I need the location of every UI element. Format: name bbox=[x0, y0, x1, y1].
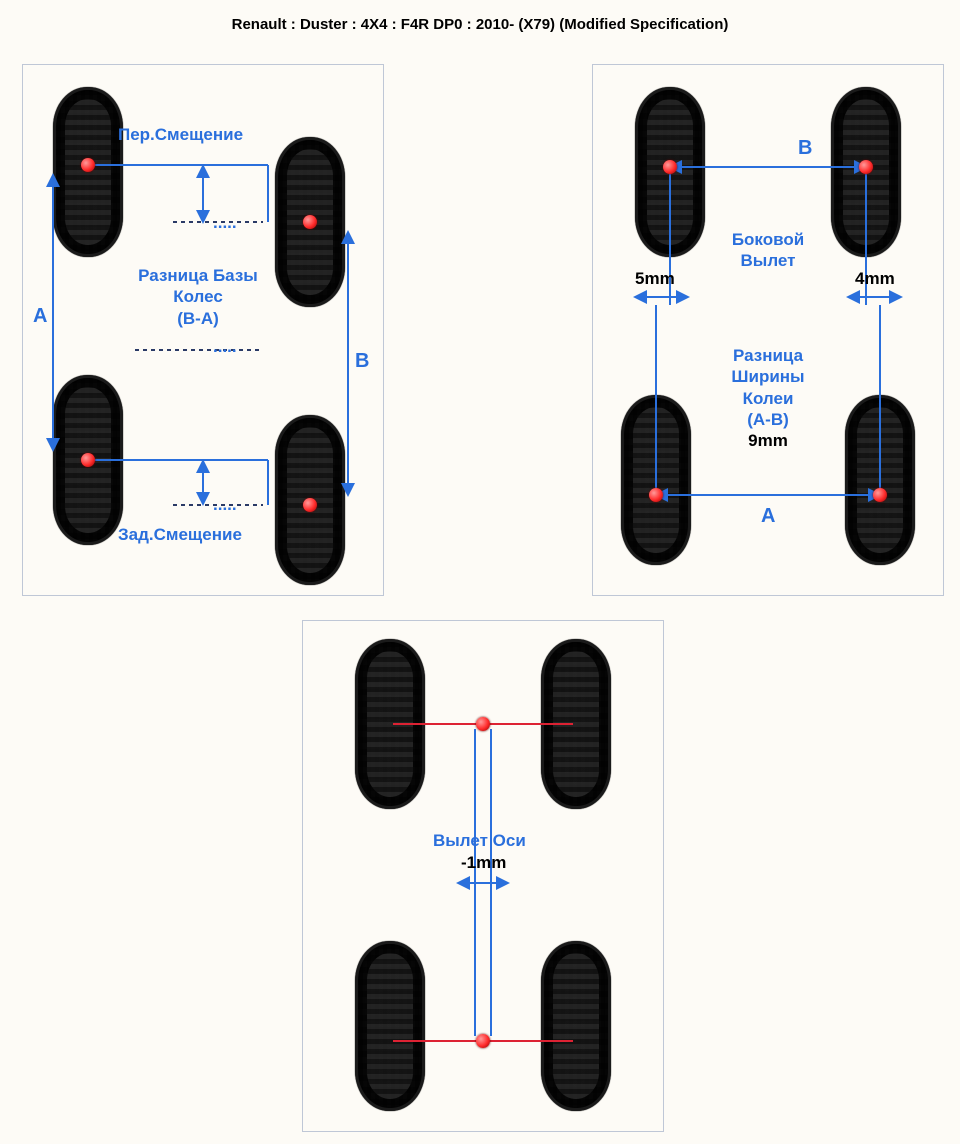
t: (B-A) bbox=[177, 309, 219, 328]
letter-B: B bbox=[355, 350, 369, 373]
t: Колеи bbox=[743, 389, 794, 408]
t: Боковой bbox=[732, 230, 804, 249]
value-axis-offset: -1mm bbox=[461, 853, 506, 873]
t: Разница Базы bbox=[138, 266, 258, 285]
dots: ..... bbox=[213, 495, 237, 515]
dots: ..... bbox=[213, 213, 237, 233]
measure-dot bbox=[873, 488, 887, 502]
measure-dot bbox=[476, 1034, 490, 1048]
label-wheelbase-diff: Разница Базы Колес (B-A) bbox=[128, 265, 268, 329]
measure-dot bbox=[81, 158, 95, 172]
measure-dot bbox=[81, 453, 95, 467]
label-trackdiff: Разница Ширины Колеи (A-B) 9mm bbox=[718, 345, 818, 451]
measure-dot bbox=[859, 160, 873, 174]
panel-wheelbase: Пер.Смещение ..... Разница Базы Колес (B… bbox=[22, 64, 384, 596]
value-trackdiff: 9mm bbox=[748, 431, 788, 450]
measure-dot bbox=[663, 160, 677, 174]
label-front-setback: Пер.Смещение bbox=[118, 125, 243, 145]
letter-A: A bbox=[761, 505, 775, 528]
measure-dot bbox=[303, 498, 317, 512]
tire bbox=[541, 941, 611, 1111]
label-axis-offset: Вылет Оси bbox=[433, 831, 526, 851]
measure-dot bbox=[649, 488, 663, 502]
tire bbox=[53, 87, 123, 257]
t: Разница bbox=[733, 346, 803, 365]
t: (A-B) bbox=[747, 410, 789, 429]
label-side-offset: Боковой Вылет bbox=[723, 229, 813, 272]
t: Вылет bbox=[741, 251, 796, 270]
label-rear-setback: Зад.Смещение bbox=[118, 525, 242, 545]
letter-A: A bbox=[33, 305, 47, 328]
dots: ..... bbox=[213, 337, 237, 357]
tire bbox=[355, 639, 425, 809]
letter-B: B bbox=[798, 137, 812, 160]
panel-trackwidth: B Боковой Вылет 5mm 4mm Разница Ширины К… bbox=[592, 64, 944, 596]
tire bbox=[541, 639, 611, 809]
t: Колес bbox=[173, 287, 223, 306]
measure-dot bbox=[476, 717, 490, 731]
page-title: Renault : Duster : 4X4 : F4R DP0 : 2010-… bbox=[0, 16, 960, 33]
panel-thrust: Вылет Оси -1mm bbox=[302, 620, 664, 1132]
value-5mm: 5mm bbox=[635, 269, 675, 289]
tire bbox=[355, 941, 425, 1111]
t: Ширины bbox=[731, 367, 804, 386]
tire bbox=[845, 395, 915, 565]
tire bbox=[621, 395, 691, 565]
measure-dot bbox=[303, 215, 317, 229]
value-4mm: 4mm bbox=[855, 269, 895, 289]
